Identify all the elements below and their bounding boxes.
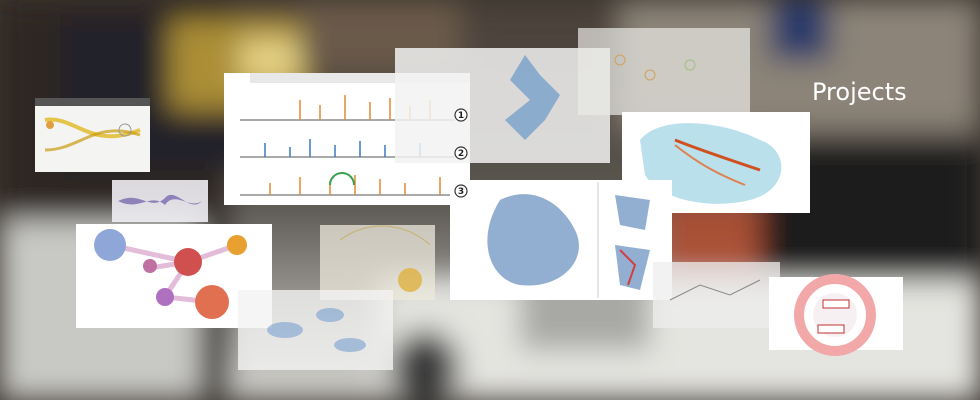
timeline-badge-label: 1 <box>458 111 464 121</box>
timeline-badge-label: 3 <box>458 187 464 197</box>
thumbnail-flow <box>35 98 150 172</box>
heading: Projects <box>812 78 907 106</box>
thumbnail-hex-network <box>395 48 610 163</box>
thumbnail-radial <box>320 225 435 300</box>
thumbnail-hexmap <box>450 180 672 300</box>
timeline-badge-label: 2 <box>458 149 464 159</box>
timeline-badge <box>454 108 468 122</box>
thumbnail-graph <box>653 262 780 328</box>
thumbnail-faint <box>578 28 750 115</box>
thumbnail-ring <box>769 274 903 356</box>
thumbnail-wave <box>112 180 208 222</box>
thumbnail-clusters <box>238 290 393 370</box>
timeline-badge <box>454 146 468 160</box>
timeline-badge <box>454 184 468 198</box>
